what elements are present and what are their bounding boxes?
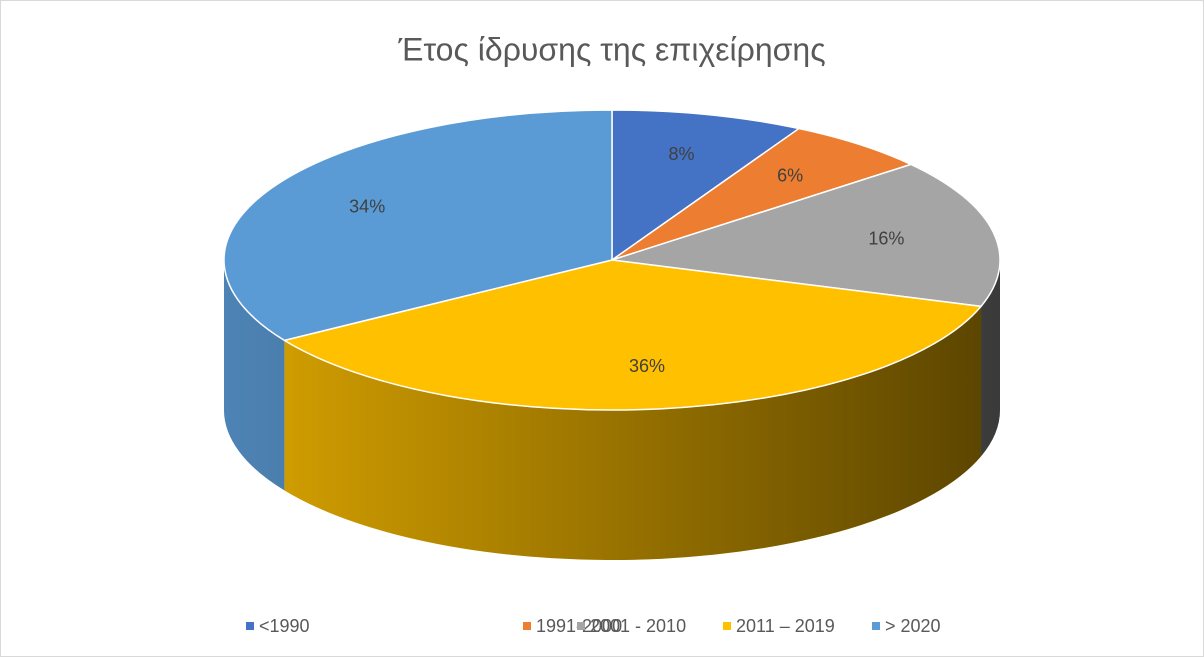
legend-label: > 2020: [885, 616, 941, 636]
legend-swatch: [246, 622, 254, 630]
data-label: 34%: [349, 197, 385, 217]
slice: [611, 127, 912, 261]
slice: [611, 109, 800, 261]
data-label: 16%: [868, 229, 904, 249]
side-shade: [981, 260, 1000, 457]
side-shade: [284, 306, 982, 560]
slice: [223, 109, 613, 342]
legend-label: 2011 – 2019: [736, 616, 835, 636]
legend-label: <1990: [259, 616, 310, 636]
legend-swatch: [723, 622, 731, 630]
legend-swatch: [872, 622, 880, 630]
chart-title: Έτος ίδρυσης της επιχείρησης: [397, 31, 825, 67]
data-label: 6%: [777, 166, 803, 186]
side-shade: [224, 260, 285, 491]
legend-label: 2001 - 2010: [590, 616, 686, 636]
legend-swatch: [577, 622, 585, 630]
legend-swatch: [523, 622, 531, 630]
slice: [283, 259, 982, 411]
slice: [611, 163, 1001, 308]
data-label: 8%: [668, 144, 694, 164]
data-label: 36%: [629, 356, 665, 376]
